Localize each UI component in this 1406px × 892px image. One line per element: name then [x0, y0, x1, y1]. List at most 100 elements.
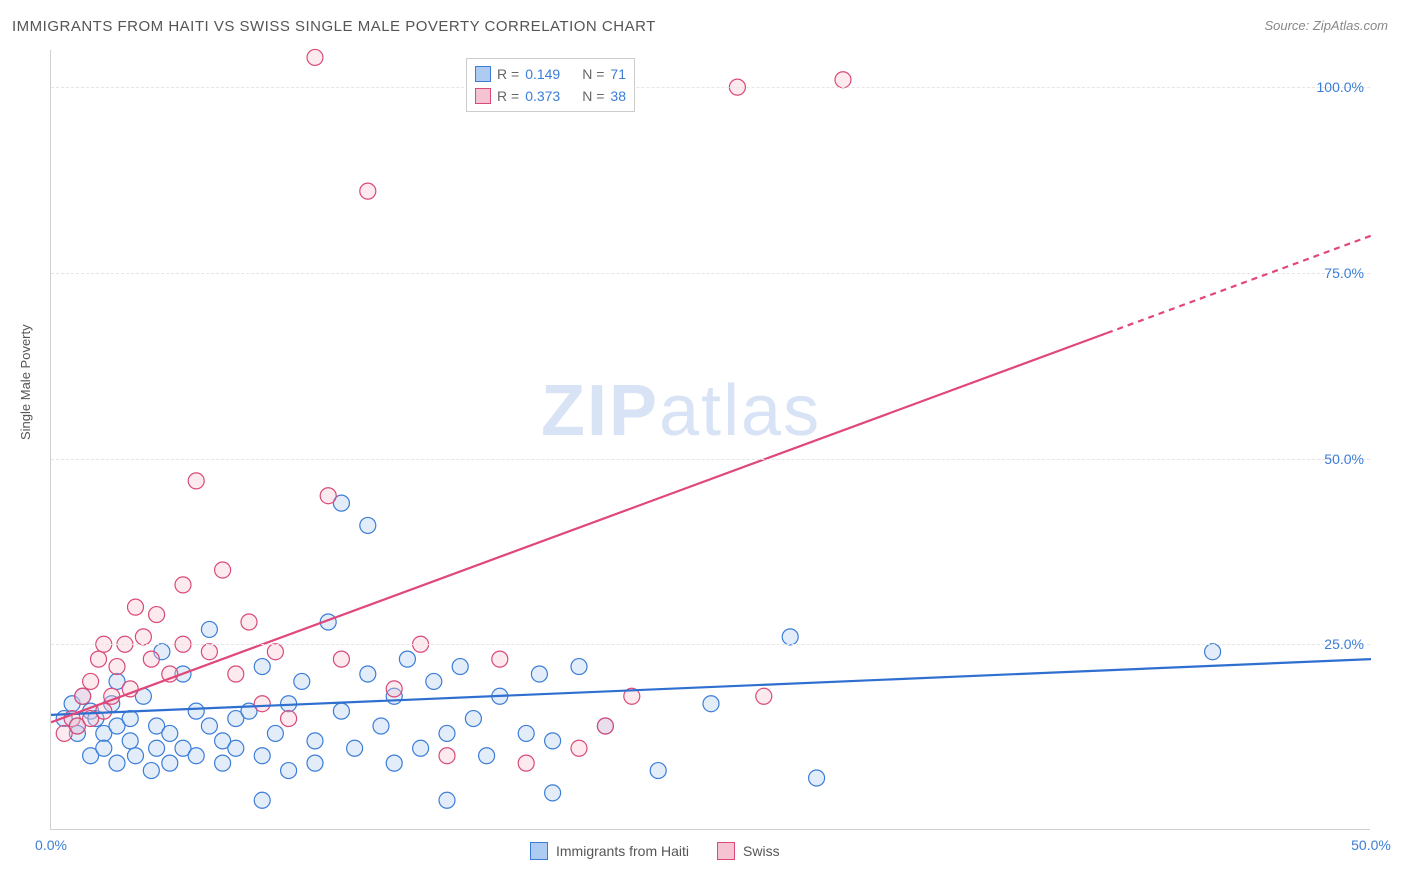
data-point: [492, 651, 508, 667]
data-point: [215, 755, 231, 771]
bottom-legend-item: Immigrants from Haiti: [530, 842, 689, 860]
data-point: [281, 763, 297, 779]
data-point: [320, 488, 336, 504]
gridline-h: [51, 459, 1370, 460]
data-point: [122, 711, 138, 727]
data-point: [835, 72, 851, 88]
data-point: [91, 651, 107, 667]
stats-legend: R = 0.149 N = 71R = 0.373 N = 38: [466, 58, 635, 112]
data-point: [267, 644, 283, 660]
data-point: [149, 607, 165, 623]
data-point: [135, 629, 151, 645]
stats-legend-row: R =0.149N =71: [475, 63, 626, 85]
data-point: [439, 748, 455, 764]
data-point: [149, 740, 165, 756]
data-point: [188, 703, 204, 719]
data-point: [83, 673, 99, 689]
data-point: [254, 659, 270, 675]
stat-r-value: 0.149: [525, 63, 560, 85]
data-point: [531, 666, 547, 682]
data-point: [650, 763, 666, 779]
data-point: [254, 748, 270, 764]
data-point: [597, 718, 613, 734]
data-point: [347, 740, 363, 756]
x-tick-label: 0.0%: [35, 837, 67, 853]
data-point: [241, 614, 257, 630]
chart-title: IMMIGRANTS FROM HAITI VS SWISS SINGLE MA…: [12, 18, 656, 35]
data-point: [175, 577, 191, 593]
data-point: [201, 621, 217, 637]
data-point: [439, 792, 455, 808]
data-point: [127, 748, 143, 764]
data-point: [386, 681, 402, 697]
y-tick-label: 100.0%: [1317, 79, 1364, 95]
legend-swatch: [475, 66, 491, 82]
data-point: [307, 49, 323, 65]
data-point: [439, 725, 455, 741]
data-point: [75, 688, 91, 704]
y-tick-label: 75.0%: [1324, 265, 1364, 281]
plot-svg: [51, 50, 1370, 829]
y-axis-title: Single Male Poverty: [18, 324, 33, 440]
legend-label: Swiss: [743, 843, 780, 859]
y-tick-label: 50.0%: [1324, 451, 1364, 467]
data-point: [518, 725, 534, 741]
data-point: [307, 755, 323, 771]
data-point: [703, 696, 719, 712]
stat-r-label: R =: [497, 85, 519, 107]
data-point: [333, 703, 349, 719]
data-point: [228, 740, 244, 756]
data-point: [1205, 644, 1221, 660]
legend-swatch: [717, 842, 735, 860]
data-point: [162, 725, 178, 741]
gridline-h: [51, 273, 1370, 274]
y-tick-label: 25.0%: [1324, 636, 1364, 652]
data-point: [518, 755, 534, 771]
data-point: [426, 673, 442, 689]
data-point: [162, 755, 178, 771]
data-point: [96, 740, 112, 756]
data-point: [545, 785, 561, 801]
data-point: [465, 711, 481, 727]
stat-r-label: R =: [497, 63, 519, 85]
x-tick-label: 50.0%: [1351, 837, 1391, 853]
source-attribution: Source: ZipAtlas.com: [1264, 18, 1388, 33]
data-point: [201, 718, 217, 734]
data-point: [143, 651, 159, 667]
stat-n-value: 71: [610, 63, 626, 85]
bottom-legend: Immigrants from Haiti Swiss: [530, 842, 780, 860]
data-point: [360, 183, 376, 199]
data-point: [399, 651, 415, 667]
stats-legend-row: R = 0.373 N = 38: [475, 85, 626, 107]
data-point: [143, 763, 159, 779]
gridline-h: [51, 87, 1370, 88]
data-point: [413, 740, 429, 756]
legend-swatch: [475, 88, 491, 104]
data-point: [360, 666, 376, 682]
chart-container: IMMIGRANTS FROM HAITI VS SWISS SINGLE MA…: [0, 0, 1406, 892]
data-point: [307, 733, 323, 749]
stat-r-value: 0.373: [525, 85, 560, 107]
data-point: [215, 562, 231, 578]
data-point: [782, 629, 798, 645]
regression-line-dashed: [1107, 236, 1371, 333]
stat-n-label: N =: [582, 85, 604, 107]
data-point: [386, 755, 402, 771]
data-point: [188, 748, 204, 764]
data-point: [127, 599, 143, 615]
legend-label: Immigrants from Haiti: [556, 843, 689, 859]
plot-area: ZIPatlas 25.0%50.0%75.0%100.0%0.0%50.0%: [50, 50, 1370, 830]
data-point: [122, 733, 138, 749]
data-point: [333, 651, 349, 667]
data-point: [809, 770, 825, 786]
stat-n-value: 38: [610, 85, 626, 107]
data-point: [479, 748, 495, 764]
data-point: [228, 666, 244, 682]
data-point: [360, 517, 376, 533]
gridline-h: [51, 644, 1370, 645]
legend-swatch: [530, 842, 548, 860]
data-point: [267, 725, 283, 741]
data-point: [254, 696, 270, 712]
data-point: [201, 644, 217, 660]
data-point: [373, 718, 389, 734]
